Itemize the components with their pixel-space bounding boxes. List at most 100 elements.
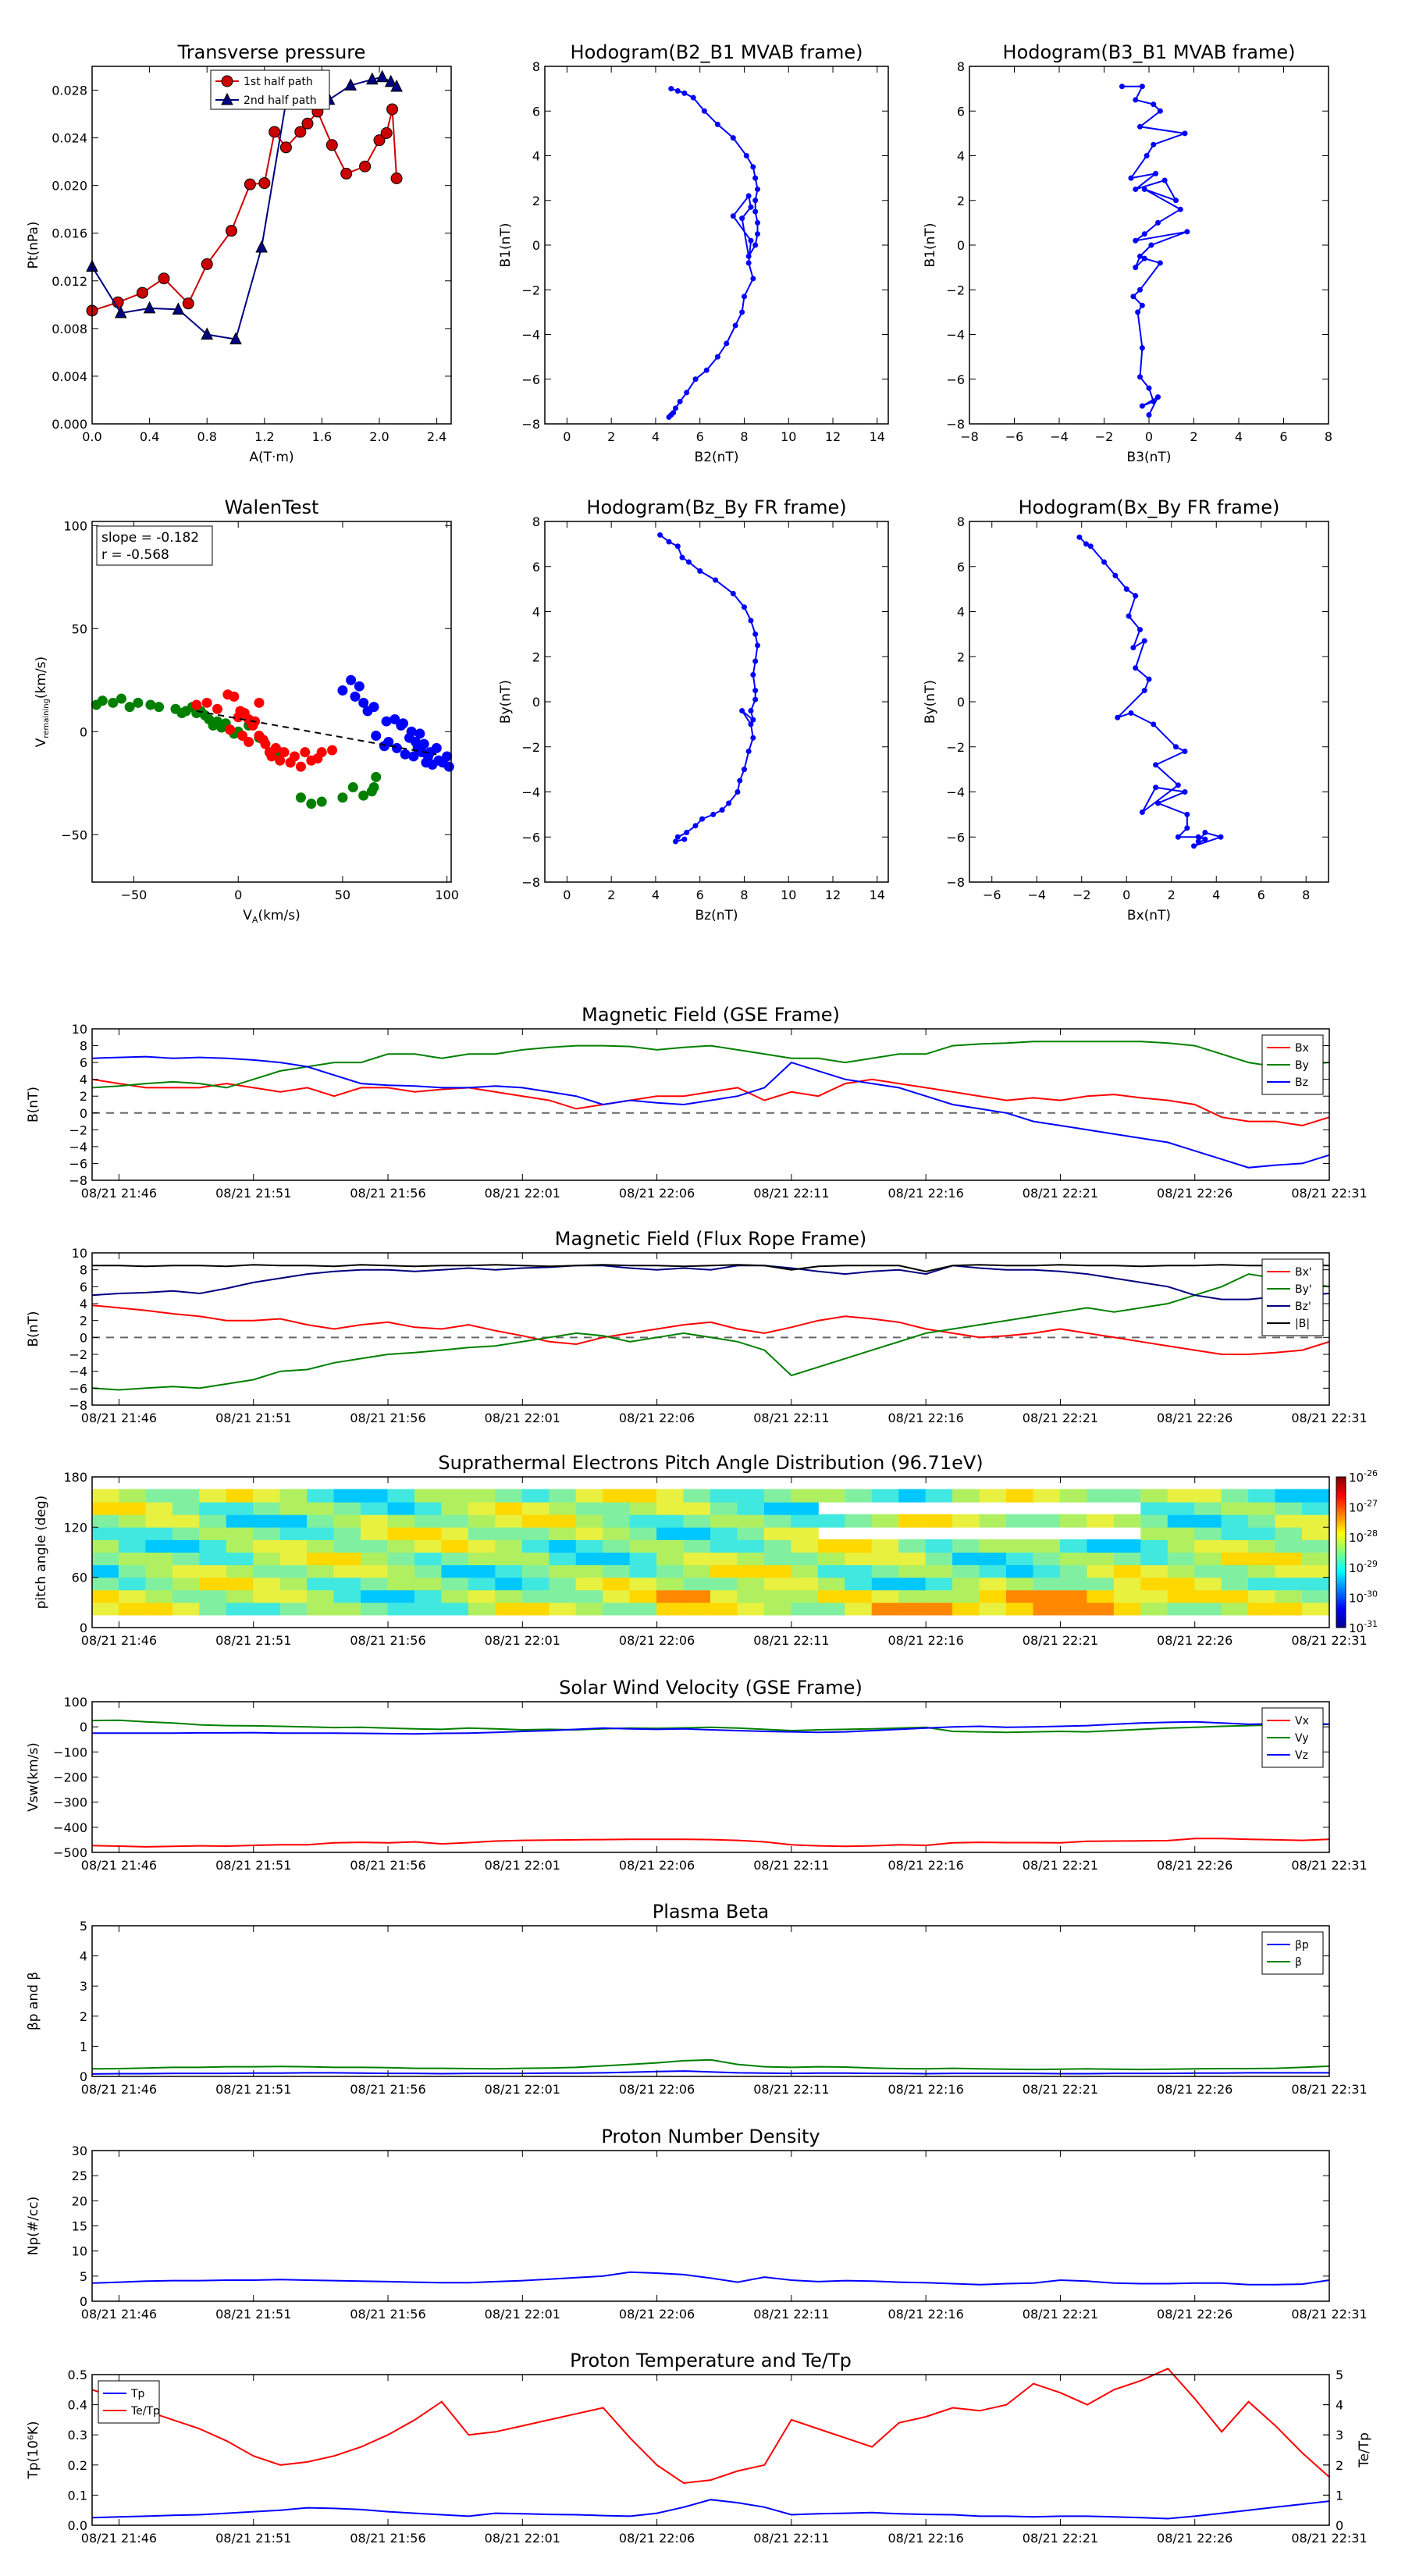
heatmap-cell xyxy=(1140,1564,1168,1578)
y-tick-label: −6 xyxy=(69,1381,87,1396)
walen-point-blue xyxy=(368,702,379,713)
heatmap-cell xyxy=(387,1514,415,1528)
y-tick-label: 2 xyxy=(532,194,540,208)
pt-chart: Transverse pressure 0.0 0.4 0.8 1.2 1.6 2.0 2.4… xyxy=(26,41,452,465)
h13-series-line-0 xyxy=(1122,85,1188,415)
heatmap-cell xyxy=(118,1602,147,1616)
pad-chart: Suprathermal Electrons Pitch Angle Distr… xyxy=(34,1452,1378,1648)
hxy-point xyxy=(1146,676,1152,682)
x-tick-label: 08/21 21:46 xyxy=(81,1633,157,1648)
x-tick-label: 08/21 21:56 xyxy=(350,2082,425,2097)
heatmap-cell xyxy=(279,1539,308,1553)
heatmap-cell xyxy=(871,1577,900,1591)
walen-point-blue xyxy=(383,736,394,747)
heatmap-cell xyxy=(603,1514,631,1528)
heatmap-cell xyxy=(952,1564,980,1578)
hzy-point xyxy=(713,577,719,583)
hzy-point xyxy=(692,823,699,829)
heatmap-cell xyxy=(629,1602,658,1616)
heatmap-cell xyxy=(683,1526,711,1540)
heatmap-cell xyxy=(683,1514,711,1528)
hzy-point xyxy=(737,777,743,784)
h12-point xyxy=(672,405,678,411)
y-tick-label: −6 xyxy=(946,372,965,387)
heatmap-cell xyxy=(1302,1602,1330,1616)
x-tick-label: 08/21 22:06 xyxy=(619,2082,695,2097)
colorbar-tick-label: 10-30 xyxy=(1349,1589,1378,1605)
heatmap-cell xyxy=(361,1539,389,1553)
hzy-point xyxy=(674,834,681,840)
heatmap-cell xyxy=(575,1589,604,1603)
x-tick-label: 2 xyxy=(1190,429,1197,444)
heatmap-cell xyxy=(952,1577,980,1591)
heatmap-cell xyxy=(710,1539,738,1553)
walen-point-blue xyxy=(381,716,392,727)
pt-series-line-0 xyxy=(91,109,398,311)
hxy-point xyxy=(1101,559,1107,565)
hxy-point xyxy=(1153,785,1159,791)
x-tick-label: 08/21 22:26 xyxy=(1157,2082,1232,2097)
pt-point xyxy=(201,258,213,270)
heatmap-cell xyxy=(763,1552,792,1566)
np-chart: Proton Number Density 08/21 21:46 08/21 21… xyxy=(26,2126,1368,2322)
heatmap-cell xyxy=(468,1489,496,1503)
walen-point-green xyxy=(347,782,358,793)
heatmap-cell xyxy=(710,1589,738,1603)
x-tick-label: 08/21 21:56 xyxy=(350,1186,425,1201)
y-tick-label: 0.3 xyxy=(68,2428,87,2443)
walen-point-green xyxy=(368,782,379,793)
heatmap-cell xyxy=(683,1489,711,1503)
h12-point xyxy=(752,197,759,204)
tp-series-1 xyxy=(91,2368,1330,2485)
heatmap-cell xyxy=(683,1589,711,1603)
pt-point xyxy=(390,173,403,185)
heatmap-cell xyxy=(387,1589,415,1603)
plot-frame xyxy=(91,521,452,883)
y-tick-label: 25 xyxy=(72,2169,87,2183)
y-axis-label: Pt(nPa) xyxy=(26,222,41,269)
heatmap-cell xyxy=(1302,1539,1330,1553)
chart-title: Hodogram(Bz_By FR frame) xyxy=(586,496,846,518)
heatmap-cell xyxy=(871,1602,900,1616)
heatmap-cell xyxy=(845,1577,873,1591)
heatmap-cell xyxy=(1167,1489,1196,1503)
y-tick-label: −2 xyxy=(69,1123,87,1137)
h12-point xyxy=(692,376,699,382)
walen-point-red xyxy=(275,755,286,766)
hzy-point xyxy=(752,696,759,703)
legend-box xyxy=(1261,1931,1324,1975)
heatmap-cell xyxy=(1248,1514,1276,1528)
heatmap-cell xyxy=(845,1552,873,1566)
heatmap-cell xyxy=(253,1526,281,1540)
heatmap-cell xyxy=(1275,1602,1304,1616)
x-tick-label: 08/21 21:56 xyxy=(350,1858,425,1873)
heatmap-cell xyxy=(603,1501,631,1515)
x-tick-label: 08/21 22:21 xyxy=(1023,1633,1098,1648)
heatmap-cell xyxy=(414,1539,443,1553)
hxy-point xyxy=(1130,645,1136,651)
x-tick-label: 08/21 22:01 xyxy=(485,1858,560,1873)
heatmap-cell xyxy=(226,1526,254,1540)
heatmap-cell xyxy=(603,1526,631,1540)
x-tick-label: 2.0 xyxy=(369,429,389,444)
heatmap-cell xyxy=(414,1577,443,1591)
legend-marker xyxy=(221,75,233,87)
walen-point-blue xyxy=(397,718,408,729)
y-tick-label: 0.2 xyxy=(68,2458,87,2473)
y-tick-label: 2 xyxy=(1336,2458,1343,2473)
h12-point xyxy=(750,164,756,170)
walen-point-green xyxy=(108,697,119,708)
x-tick-label: 100 xyxy=(435,888,459,902)
heatmap-cell xyxy=(1087,1539,1115,1553)
y-tick-label: −8 xyxy=(521,875,540,890)
x-tick-label: 08/21 22:06 xyxy=(619,1633,695,1648)
y-tick-label: 0 xyxy=(957,695,965,710)
pt-series-line-1 xyxy=(91,76,397,340)
heatmap-cell xyxy=(495,1526,523,1540)
heatmap-cell xyxy=(791,1514,819,1528)
chart-title: Transverse pressure xyxy=(177,41,366,63)
x-tick-label: 08/21 21:51 xyxy=(215,1633,291,1648)
heatmap-cell xyxy=(817,1564,846,1578)
hzy-point xyxy=(679,554,685,560)
x-tick-label: 2 xyxy=(607,888,615,902)
